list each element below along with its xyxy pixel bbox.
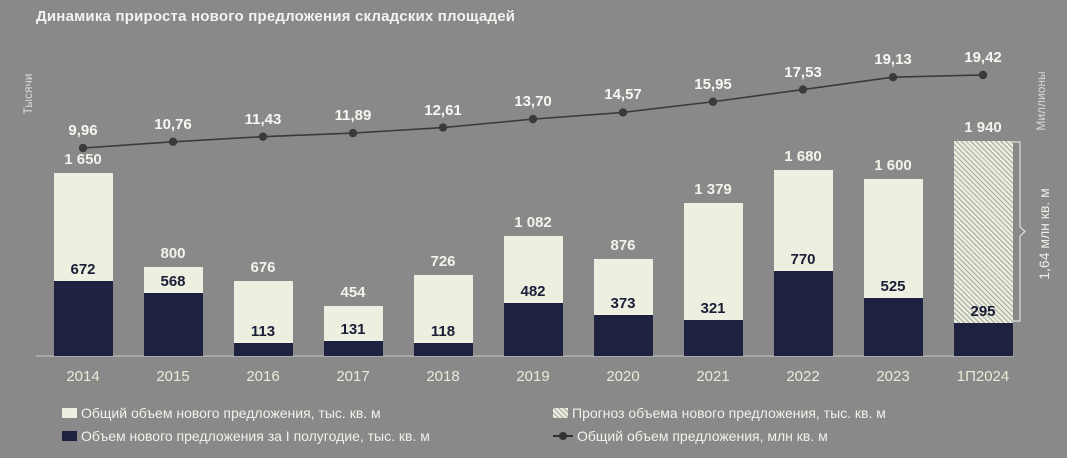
line-value-label: 11,43 — [244, 110, 282, 128]
bar-h1-segment — [503, 302, 563, 356]
legend-item-h1-new-supply: Объем нового предложения за I полугодие,… — [62, 428, 430, 444]
bar-h1-segment — [413, 342, 473, 356]
bar-h1-value-label: 568 — [160, 273, 186, 290]
line-value-label: 13,70 — [514, 93, 552, 111]
line-dot-marker-icon — [553, 431, 573, 441]
legend-label: Общий объем предложения, млн кв. м — [577, 428, 828, 444]
chart-title: Динамика прироста нового предложения скл… — [36, 8, 516, 25]
bar-total-segment — [683, 203, 743, 321]
legend-item-total-new-supply: Общий объем нового предложения, тыс. кв.… — [62, 405, 381, 421]
legend-label: Объем нового предложения за I полугодие,… — [81, 428, 430, 444]
bar-total-segment — [773, 169, 833, 271]
line-value-label: 10,76 — [154, 115, 192, 133]
line-value-label: 11,89 — [334, 107, 372, 125]
bar-total-value-label: 1 940 — [964, 118, 1002, 136]
bar-h1-value-label: 131 — [340, 321, 366, 339]
line-value-label: 12,61 — [424, 101, 462, 119]
bar-h1-value-label: 770 — [790, 250, 816, 268]
x-tick-label: 2019 — [516, 368, 550, 385]
legend-item-forecast-new-supply: Прогноз объема нового предложения, тыс. … — [553, 405, 886, 421]
bar-forecast-segment — [953, 140, 1013, 324]
bar-h1-segment — [53, 281, 113, 356]
line-point-marker — [78, 143, 88, 153]
x-tick-label: 2021 — [696, 368, 730, 385]
bar-h1-value-label: 113 — [250, 323, 276, 341]
bar-total-value-label: 454 — [340, 283, 366, 301]
line-point-marker — [618, 108, 628, 117]
x-tick-label: 1П2024 — [956, 368, 1010, 385]
bar-total-segment — [863, 178, 923, 298]
line-point-marker — [168, 137, 178, 147]
line-point-marker — [348, 128, 358, 138]
bar-h1-segment — [233, 343, 293, 356]
x-tick-label: 2022 — [786, 368, 820, 385]
x-tick-label: 2017 — [336, 368, 370, 385]
bar-h1-value-label: 373 — [610, 294, 636, 312]
bar-total-segment — [413, 275, 473, 343]
line-value-label: 17,53 — [784, 63, 822, 81]
bar-total-value-label: 800 — [160, 245, 186, 263]
bar-total-segment — [233, 281, 293, 344]
x-tick-label: 2018 — [426, 368, 460, 385]
bar-h1-segment — [593, 314, 653, 356]
bar-h1-value-label: 295 — [970, 303, 996, 321]
x-tick-label: 2014 — [66, 368, 100, 385]
bar-total-value-label: 1 082 — [514, 213, 552, 231]
bar-h1-segment — [773, 270, 833, 356]
line-point-marker — [978, 70, 988, 80]
legend-label: Общий объем нового предложения, тыс. кв.… — [81, 405, 381, 421]
x-tick-label: 2023 — [876, 368, 910, 385]
legend-item-total-supply-line: Общий объем предложения, млн кв. м — [553, 428, 828, 444]
bar-h1-segment — [863, 297, 923, 356]
legend-label: Прогноз объема нового предложения, тыс. … — [572, 405, 886, 421]
bar-total-segment — [593, 258, 653, 315]
x-tick-label: 2016 — [246, 368, 280, 385]
bar-total-value-label: 676 — [250, 259, 276, 277]
x-tick-label: 2020 — [606, 368, 640, 385]
line-point-marker — [258, 132, 268, 141]
bar-h1-value-label: 525 — [880, 277, 906, 295]
bar-h1-value-label: 482 — [520, 282, 546, 300]
bar-h1-value-label: 321 — [700, 300, 726, 318]
light-square-swatch-icon — [62, 408, 77, 418]
bar-h1-value-label: 672 — [70, 261, 96, 279]
line-value-label: 19,42 — [964, 48, 1002, 66]
bar-total-segment — [53, 173, 113, 282]
line-point-marker — [888, 73, 898, 82]
bar-total-segment — [323, 305, 383, 342]
line-value-label: 19,13 — [874, 51, 912, 69]
bar-total-value-label: 1 650 — [64, 151, 102, 168]
forecast-bracket-path — [1012, 141, 1026, 322]
line-point-marker — [528, 114, 538, 124]
line-value-label: 14,57 — [604, 86, 642, 104]
line-point-marker — [438, 123, 448, 132]
bar-h1-segment — [143, 293, 203, 356]
bar-h1-value-label: 118 — [430, 322, 456, 340]
bar-h1-segment — [323, 341, 383, 356]
line-value-label: 9,96 — [68, 122, 98, 139]
x-tick-label: 2015 — [156, 368, 190, 385]
bar-total-value-label: 1 600 — [874, 156, 912, 174]
line-point-marker — [708, 97, 718, 106]
hatched-square-swatch-icon — [553, 408, 568, 418]
bar-total-value-label: 1 379 — [694, 181, 732, 199]
line-point-marker — [798, 85, 808, 94]
bar-total-segment — [143, 267, 203, 293]
bar-h1-segment — [683, 320, 743, 356]
bar-total-segment — [503, 235, 563, 303]
bar-total-value-label: 876 — [610, 236, 636, 254]
bar-total-value-label: 726 — [430, 253, 456, 271]
bar-h1-segment — [953, 323, 1013, 356]
x-axis-line — [36, 355, 1014, 357]
bar-total-value-label: 1 680 — [784, 147, 822, 165]
dark-square-swatch-icon — [62, 431, 77, 441]
line-value-label: 15,95 — [694, 75, 732, 93]
